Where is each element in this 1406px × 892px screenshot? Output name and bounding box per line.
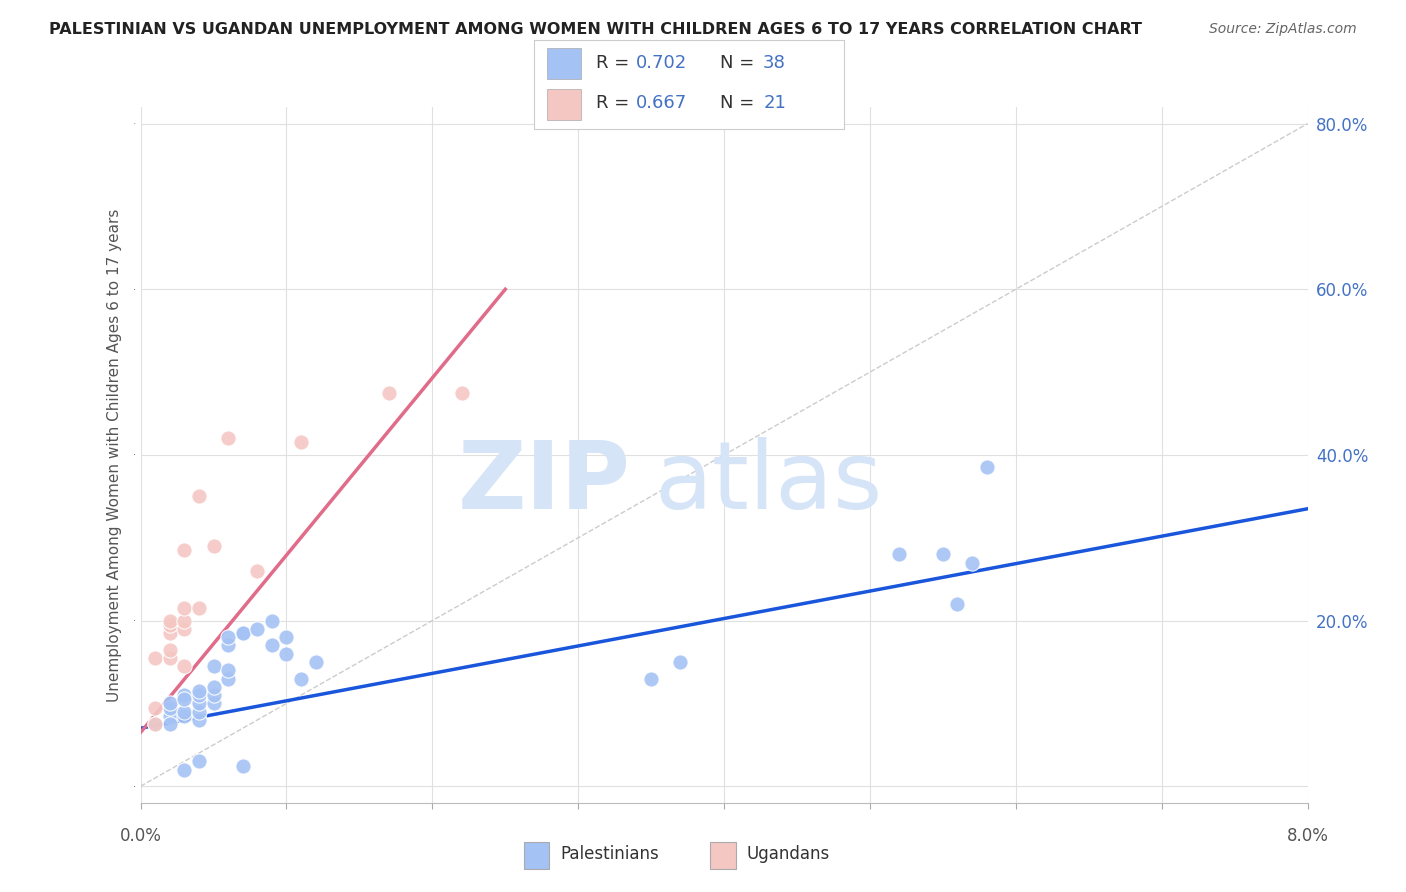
Point bbox=[232, 626, 254, 640]
Text: R =: R = bbox=[596, 94, 636, 112]
Point bbox=[173, 543, 195, 558]
Point bbox=[159, 617, 181, 632]
Point bbox=[450, 385, 472, 400]
Text: 0.0%: 0.0% bbox=[120, 827, 162, 845]
Point bbox=[159, 700, 181, 714]
Point bbox=[159, 626, 181, 640]
Text: N =: N = bbox=[720, 94, 759, 112]
Y-axis label: Unemployment Among Women with Children Ages 6 to 17 years: Unemployment Among Women with Children A… bbox=[107, 208, 122, 702]
Text: PALESTINIAN VS UGANDAN UNEMPLOYMENT AMONG WOMEN WITH CHILDREN AGES 6 TO 17 YEARS: PALESTINIAN VS UGANDAN UNEMPLOYMENT AMON… bbox=[49, 22, 1142, 37]
Text: 8.0%: 8.0% bbox=[1286, 827, 1329, 845]
Point bbox=[276, 647, 298, 661]
FancyBboxPatch shape bbox=[547, 89, 581, 120]
Point bbox=[232, 758, 254, 772]
Point bbox=[173, 659, 195, 673]
Point bbox=[173, 705, 195, 719]
Point bbox=[188, 713, 211, 727]
Point bbox=[217, 639, 239, 653]
Text: N =: N = bbox=[720, 54, 759, 72]
FancyBboxPatch shape bbox=[534, 40, 844, 129]
Text: Source: ZipAtlas.com: Source: ZipAtlas.com bbox=[1209, 22, 1357, 37]
Text: ZIP: ZIP bbox=[458, 437, 631, 529]
Point bbox=[260, 614, 283, 628]
Point bbox=[188, 697, 211, 711]
FancyBboxPatch shape bbox=[547, 48, 581, 79]
Point bbox=[305, 655, 328, 669]
Point bbox=[143, 717, 166, 731]
Point bbox=[202, 680, 225, 694]
Point bbox=[159, 708, 181, 723]
Point bbox=[290, 435, 312, 450]
Point bbox=[377, 385, 399, 400]
Point bbox=[202, 697, 225, 711]
Point bbox=[217, 630, 239, 644]
Point bbox=[173, 622, 195, 636]
Point bbox=[188, 601, 211, 615]
Point bbox=[217, 672, 239, 686]
Point bbox=[202, 659, 225, 673]
Point bbox=[960, 556, 983, 570]
Point bbox=[232, 626, 254, 640]
Text: atlas: atlas bbox=[654, 437, 883, 529]
Text: Ugandans: Ugandans bbox=[747, 845, 830, 863]
Point bbox=[246, 622, 269, 636]
Point bbox=[188, 489, 211, 503]
Point bbox=[932, 547, 955, 561]
Point bbox=[276, 630, 298, 644]
Point bbox=[159, 651, 181, 665]
Point bbox=[159, 697, 181, 711]
FancyBboxPatch shape bbox=[524, 842, 550, 869]
Point bbox=[173, 708, 195, 723]
Text: 21: 21 bbox=[763, 94, 786, 112]
Point bbox=[246, 564, 269, 578]
Text: 0.667: 0.667 bbox=[637, 94, 688, 112]
Point bbox=[260, 639, 283, 653]
Point bbox=[202, 539, 225, 553]
Point bbox=[669, 655, 692, 669]
Point bbox=[217, 663, 239, 677]
Point bbox=[173, 763, 195, 777]
Point bbox=[173, 614, 195, 628]
FancyBboxPatch shape bbox=[710, 842, 735, 869]
Point bbox=[640, 672, 662, 686]
Point bbox=[946, 597, 969, 611]
Text: R =: R = bbox=[596, 54, 636, 72]
Text: Palestinians: Palestinians bbox=[561, 845, 659, 863]
Point bbox=[188, 755, 211, 769]
Text: 38: 38 bbox=[763, 54, 786, 72]
Point bbox=[143, 700, 166, 714]
Point bbox=[173, 692, 195, 706]
Point bbox=[202, 688, 225, 702]
Point bbox=[143, 651, 166, 665]
Point bbox=[173, 688, 195, 702]
Point bbox=[173, 601, 195, 615]
Point bbox=[976, 460, 998, 475]
Point bbox=[143, 717, 166, 731]
Point bbox=[159, 642, 181, 657]
Point bbox=[159, 614, 181, 628]
Point bbox=[217, 431, 239, 445]
Point bbox=[188, 684, 211, 698]
Text: 0.702: 0.702 bbox=[637, 54, 688, 72]
Point bbox=[290, 672, 312, 686]
Point bbox=[889, 547, 911, 561]
Point bbox=[188, 688, 211, 702]
Point bbox=[159, 717, 181, 731]
Point bbox=[188, 705, 211, 719]
